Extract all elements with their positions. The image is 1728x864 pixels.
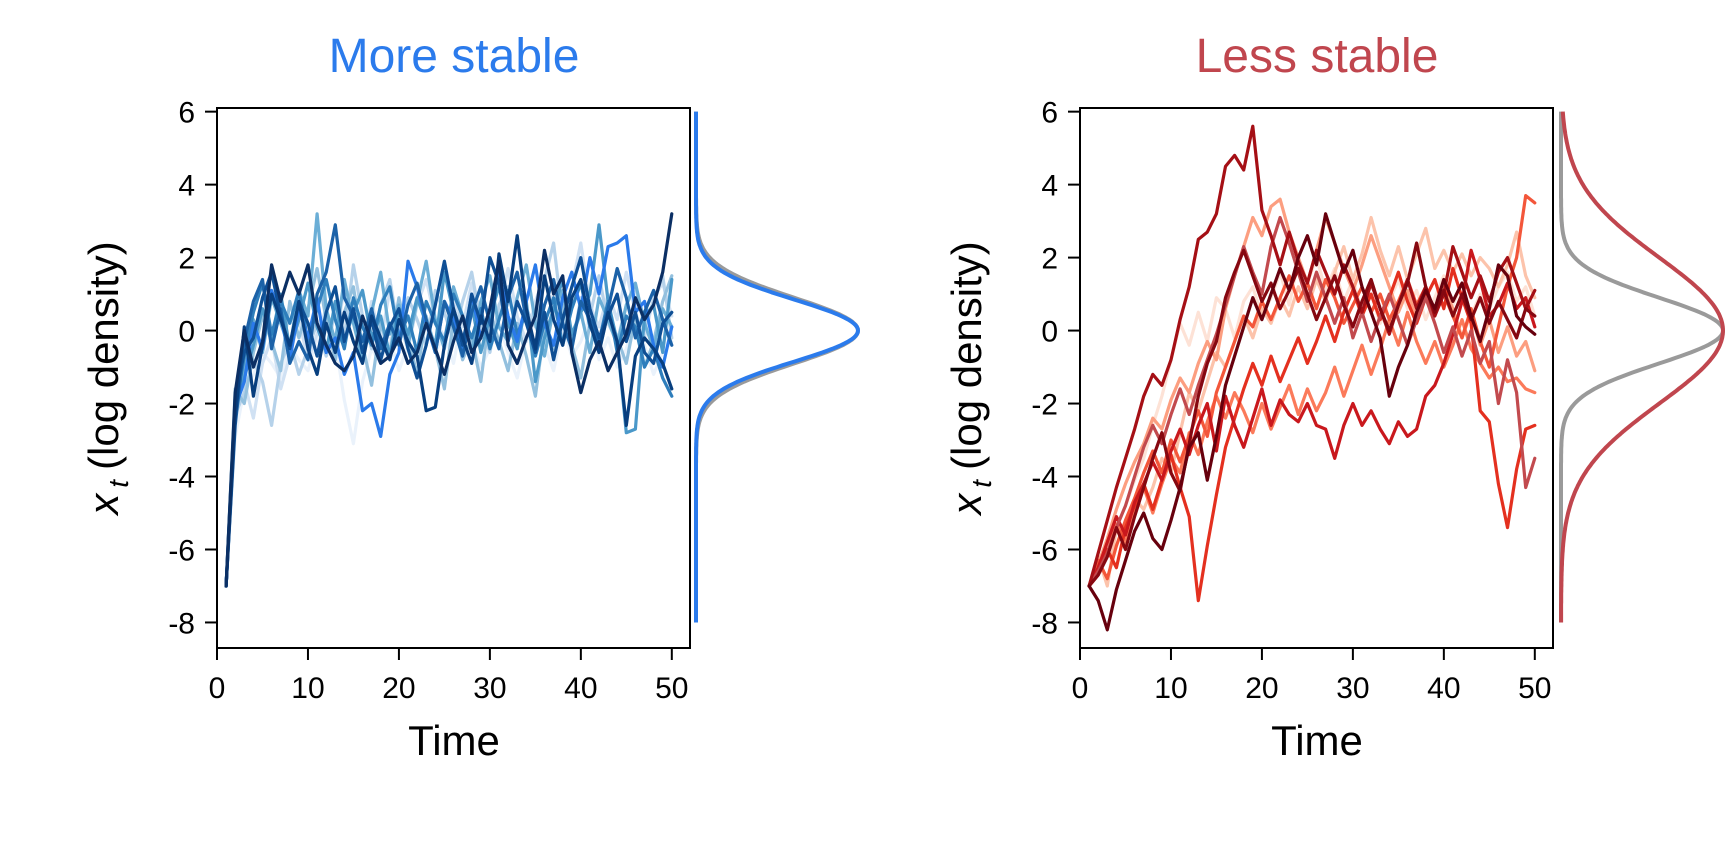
series-line bbox=[1087, 124, 1537, 588]
y-axis-label: xt (log density) bbox=[80, 241, 134, 517]
y-tick-label: 0 bbox=[1041, 316, 1058, 349]
x-tick-label: 0 bbox=[209, 672, 226, 705]
y-tick-label: 4 bbox=[178, 170, 195, 203]
y-ticks: 6 4 2 0 -2 -4 -6 -8 bbox=[1031, 97, 1058, 641]
series-group bbox=[224, 212, 674, 588]
y-axis-label-sub: t bbox=[966, 479, 997, 488]
series-line bbox=[1087, 241, 1537, 588]
x-tick-label: 20 bbox=[1245, 672, 1278, 705]
panel-title: More stable bbox=[329, 30, 580, 83]
x-tick-label: 20 bbox=[382, 672, 415, 705]
y-tick-label: -2 bbox=[168, 389, 195, 422]
y-tick-label: 4 bbox=[1041, 170, 1058, 203]
y-axis-label-var: x bbox=[80, 492, 127, 517]
y-tick-label: -2 bbox=[1031, 389, 1058, 422]
x-tick-label: 30 bbox=[473, 672, 506, 705]
y-axis-label-sub: t bbox=[103, 479, 134, 488]
y-axis-label: xt (log density) bbox=[943, 241, 997, 517]
y-tick-label: 2 bbox=[178, 243, 195, 276]
x-tick-label: 50 bbox=[1518, 672, 1551, 705]
y-ticks: 6 4 2 0 -2 -4 -6 -8 bbox=[168, 97, 195, 641]
density-curve bbox=[1559, 111, 1725, 623]
x-ticks: 0 10 20 30 40 50 bbox=[209, 672, 689, 705]
panel-less-stable: Less stable 0 10 20 30 40 50 Time 6 4 2 … bbox=[943, 30, 1725, 764]
y-tick-label: -8 bbox=[1031, 607, 1058, 640]
y-tick-label: -8 bbox=[168, 607, 195, 640]
x-axis: 0 10 20 30 40 50 Time bbox=[1072, 647, 1552, 764]
series-group bbox=[1087, 124, 1537, 632]
y-tick-label: -6 bbox=[1031, 534, 1058, 567]
y-tick-label: -6 bbox=[168, 534, 195, 567]
y-tick-label: -4 bbox=[168, 462, 195, 495]
panel-more-stable: More stable 0 10 20 30 40 50 Time 6 4 2 … bbox=[80, 30, 860, 764]
x-axis-label: Time bbox=[1271, 717, 1363, 764]
y-tick-label: 0 bbox=[178, 316, 195, 349]
y-axis: 6 4 2 0 -2 -4 -6 -8 xt (log density) bbox=[80, 97, 217, 641]
x-tick-label: 40 bbox=[564, 672, 597, 705]
y-axis: 6 4 2 0 -2 -4 -6 -8 xt (log density) bbox=[943, 97, 1080, 641]
y-tick-label: 2 bbox=[1041, 243, 1058, 276]
x-tick-label: 10 bbox=[291, 672, 324, 705]
y-tick-label: 6 bbox=[1041, 97, 1058, 130]
x-axis-label: Time bbox=[408, 717, 500, 764]
series-line bbox=[1087, 194, 1537, 588]
density-panel bbox=[1559, 111, 1725, 623]
y-tick-label: 6 bbox=[178, 97, 195, 130]
series-line bbox=[1087, 197, 1537, 588]
y-axis-label-rest: (log density) bbox=[943, 241, 990, 470]
x-tick-label: 40 bbox=[1427, 672, 1460, 705]
y-axis-label-var: x bbox=[943, 492, 990, 517]
x-tick-label: 10 bbox=[1154, 672, 1187, 705]
y-axis-label-rest: (log density) bbox=[80, 241, 127, 470]
x-tick-label: 50 bbox=[655, 672, 688, 705]
x-tick-label: 0 bbox=[1072, 672, 1089, 705]
y-tick-label: -4 bbox=[1031, 462, 1058, 495]
series-line bbox=[1087, 248, 1537, 588]
plot-frame bbox=[216, 107, 691, 649]
density-curve bbox=[694, 111, 860, 623]
panel-title: Less stable bbox=[1196, 30, 1439, 83]
density-panel bbox=[694, 111, 860, 623]
series-line bbox=[1087, 212, 1537, 632]
reference-density-curve bbox=[1559, 111, 1725, 623]
x-axis: 0 10 20 30 40 50 Time bbox=[209, 647, 689, 764]
x-ticks: 0 10 20 30 40 50 bbox=[1072, 672, 1552, 705]
x-tick-label: 30 bbox=[1336, 672, 1369, 705]
series-line bbox=[224, 212, 674, 588]
